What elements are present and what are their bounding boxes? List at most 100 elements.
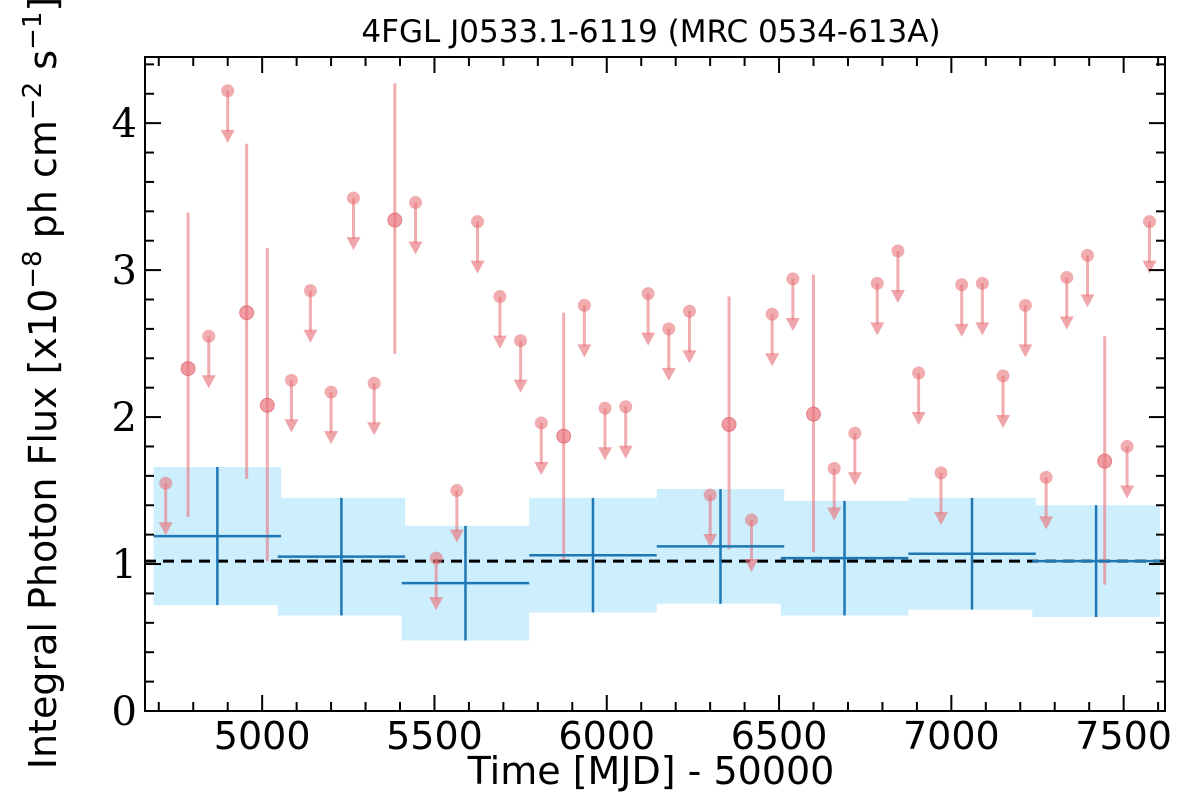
upper-limit-arrowhead-6 bbox=[346, 237, 361, 251]
upper-limit-3 bbox=[284, 373, 299, 433]
upper-limit-22 bbox=[744, 513, 759, 572]
upper-limit-arrowhead-27 bbox=[870, 322, 885, 336]
detection-layer bbox=[180, 83, 1113, 585]
upper-limit-marker-6 bbox=[346, 191, 360, 205]
detection-point-5 bbox=[721, 296, 737, 550]
upper-limit-arrowhead-28 bbox=[890, 290, 905, 304]
upper-limit-marker-18 bbox=[641, 287, 655, 301]
upper-limit-29 bbox=[911, 366, 926, 426]
detection-marker-7 bbox=[1097, 453, 1113, 469]
detection-point-0 bbox=[180, 212, 196, 518]
upper-limit-marker-31 bbox=[955, 278, 969, 292]
detection-point-3 bbox=[387, 83, 403, 354]
upper-limit-2 bbox=[220, 84, 235, 143]
upper-limit-13 bbox=[513, 334, 528, 393]
upper-limit-marker-39 bbox=[1142, 215, 1156, 229]
upper-limit-marker-29 bbox=[912, 366, 926, 380]
binned-point-7 bbox=[1032, 505, 1160, 617]
detection-point-6 bbox=[806, 274, 822, 553]
upper-limit-marker-21 bbox=[703, 488, 717, 502]
upper-limit-arrowhead-18 bbox=[641, 332, 656, 346]
detection-point-4 bbox=[556, 312, 572, 560]
upper-limit-marker-11 bbox=[471, 215, 485, 229]
upper-limit-marker-5 bbox=[324, 385, 338, 399]
upper-limit-37 bbox=[1080, 248, 1095, 308]
binned-point-6 bbox=[908, 497, 1036, 610]
y-axis-label-mid2: s bbox=[21, 50, 65, 82]
upper-limit-arrowhead-21 bbox=[703, 533, 718, 547]
upper-limit-arrowhead-29 bbox=[911, 412, 926, 426]
binned-point-2 bbox=[401, 525, 530, 641]
upper-limit-15 bbox=[577, 298, 592, 358]
detection-point-2 bbox=[259, 248, 275, 562]
y-axis-label: Integral Photon Flux [x10−8 ph cm−2 s−1] bbox=[18, 0, 65, 769]
x-tick-label-4: 7000 bbox=[903, 714, 1000, 758]
upper-limit-27 bbox=[870, 276, 885, 336]
upper-limit-marker-27 bbox=[870, 276, 884, 290]
upper-limit-arrowhead-36 bbox=[1059, 316, 1074, 330]
axes-layer bbox=[144, 56, 1166, 712]
upper-limit-marker-16 bbox=[598, 401, 612, 415]
y-axis-label-mid: ph cm bbox=[21, 120, 65, 250]
upper-limit-arrowhead-20 bbox=[682, 350, 697, 364]
upper-limit-arrowhead-8 bbox=[408, 241, 423, 255]
upper-limit-25 bbox=[827, 462, 842, 521]
upper-limit-marker-33 bbox=[996, 369, 1010, 383]
upper-limit-28 bbox=[890, 244, 905, 304]
binned-point-0 bbox=[153, 467, 282, 606]
upper-limit-20 bbox=[682, 304, 697, 364]
upper-limit-arrowhead-24 bbox=[785, 317, 800, 331]
upper-limit-marker-7 bbox=[367, 376, 381, 390]
upper-limit-arrowhead-12 bbox=[492, 335, 507, 349]
upper-limit-10 bbox=[449, 484, 464, 543]
upper-limit-4 bbox=[303, 284, 318, 343]
binned-point-1 bbox=[277, 497, 406, 616]
upper-limit-arrowhead-15 bbox=[577, 344, 592, 358]
upper-limit-marker-3 bbox=[284, 373, 298, 387]
upper-limit-18 bbox=[641, 287, 656, 346]
y-axis-label-exp2: −2 bbox=[18, 82, 48, 120]
upper-limit-16 bbox=[598, 401, 613, 461]
upper-limit-marker-35 bbox=[1039, 470, 1053, 484]
upper-limit-arrowhead-30 bbox=[934, 511, 949, 525]
upper-limit-marker-37 bbox=[1080, 248, 1094, 262]
upper-limit-31 bbox=[954, 278, 969, 337]
y-tick-label-0: 0 bbox=[112, 689, 137, 735]
upper-limit-arrowhead-38 bbox=[1120, 485, 1135, 499]
upper-limit-marker-22 bbox=[744, 513, 758, 527]
upper-limit-14 bbox=[534, 416, 549, 475]
upper-limit-marker-2 bbox=[221, 84, 235, 98]
upper-limit-arrowhead-17 bbox=[618, 445, 633, 459]
x-tick-label-3: 6500 bbox=[731, 714, 828, 758]
upper-limit-marker-32 bbox=[975, 276, 989, 290]
y-axis-label-exp1: −8 bbox=[18, 250, 48, 288]
upper-limit-marker-0 bbox=[159, 476, 173, 490]
y-tick-label-4: 4 bbox=[112, 101, 137, 147]
upper-limit-arrowhead-13 bbox=[513, 379, 528, 393]
upper-limit-arrowhead-5 bbox=[324, 431, 339, 445]
upper-limit-arrowhead-35 bbox=[1039, 516, 1054, 530]
binned-point-4 bbox=[656, 489, 785, 604]
x-tick-label-1: 5500 bbox=[386, 714, 483, 758]
detection-marker-1 bbox=[239, 305, 255, 321]
upper-limit-arrowhead-23 bbox=[765, 353, 780, 367]
upper-limit-arrowhead-2 bbox=[220, 129, 235, 143]
upper-limit-marker-28 bbox=[891, 244, 905, 258]
upper-limit-marker-19 bbox=[662, 322, 676, 336]
upper-limit-marker-36 bbox=[1060, 270, 1074, 284]
upper-limit-5 bbox=[324, 385, 339, 445]
upper-limit-arrowhead-3 bbox=[284, 419, 299, 433]
y-tick-label-2: 2 bbox=[112, 395, 137, 441]
upper-limit-arrowhead-25 bbox=[827, 507, 842, 521]
upper-limit-30 bbox=[934, 466, 949, 525]
upper-limit-38 bbox=[1120, 439, 1135, 499]
upper-limit-arrowhead-10 bbox=[449, 529, 464, 543]
upper-limit-39 bbox=[1142, 215, 1157, 274]
tick-label-layer: 5000 5500 6000 6500 7000 7500 0 1 2 3 4 bbox=[112, 101, 1172, 758]
upper-limit-17 bbox=[618, 400, 633, 459]
upper-limit-arrowhead-14 bbox=[534, 461, 549, 475]
y-tick-label-1: 1 bbox=[112, 542, 137, 588]
upper-limit-marker-23 bbox=[765, 307, 779, 321]
binned-errorbar-layer bbox=[153, 467, 1160, 641]
